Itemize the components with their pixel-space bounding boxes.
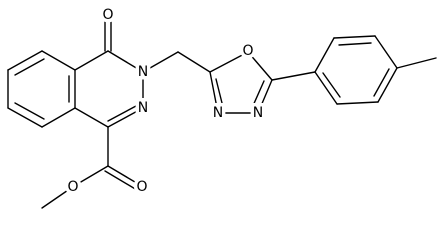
atom-label: N [253,105,263,121]
atom-label: N [138,64,148,80]
atom-label: N [138,100,148,116]
atom-label: O [102,7,113,23]
atom-label: O [242,43,253,59]
atom-label: O [67,179,78,195]
bonds [7,16,437,209]
atom-label: O [136,179,147,195]
atom-label: N [213,105,223,121]
molecule-diagram: O N N O N N O O [7,7,437,209]
